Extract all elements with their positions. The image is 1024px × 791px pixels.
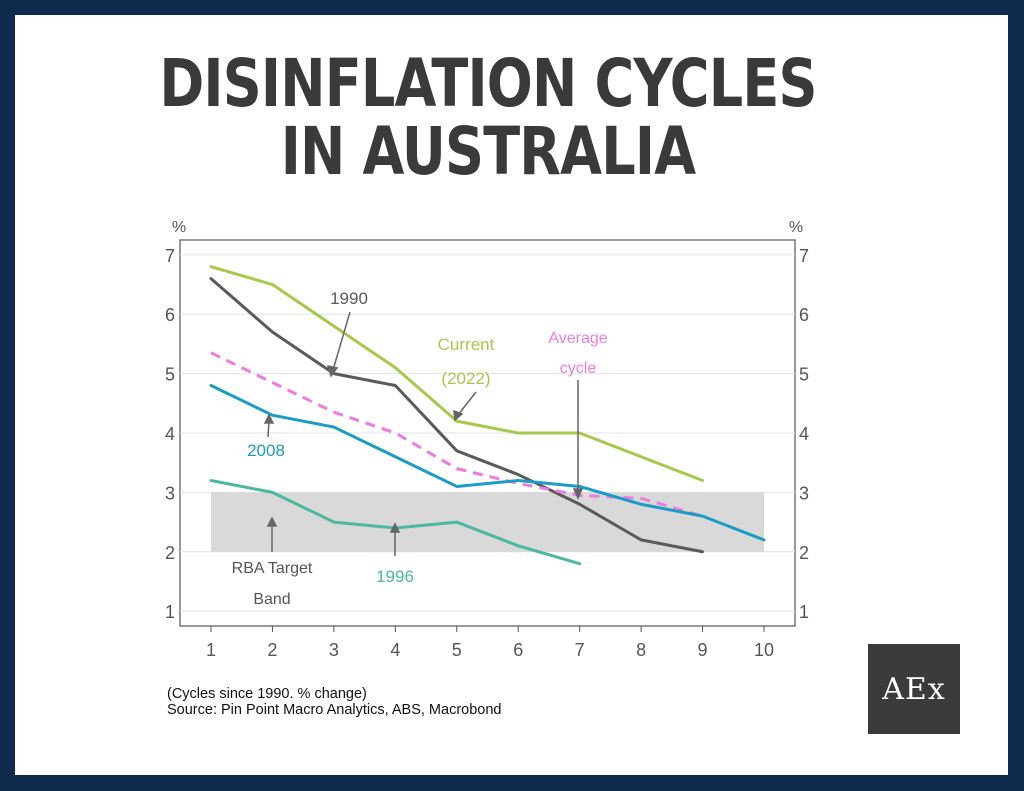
label-band-line2: Band [253, 591, 290, 608]
arrow-1996-head [389, 522, 401, 533]
footnote-source: Source: Pin Point Macro Analytics, ABS, … [167, 702, 502, 718]
arrow-current-head [453, 409, 464, 422]
label-average-line2: cycle [560, 360, 597, 377]
x-tick-9: 9 [698, 640, 708, 660]
arrow-average-head [572, 488, 584, 500]
title-line-1: DISINFLATION CYCLES [159, 45, 817, 122]
label-current-line1: Current [438, 335, 495, 354]
y-unit-right: % [789, 219, 803, 236]
arrow-1990 [332, 311, 351, 371]
series-line-current-2022- [209, 265, 705, 483]
target-band [211, 492, 764, 552]
logo-text: AEx [882, 671, 946, 707]
y-tick-left-7: 7 [165, 246, 175, 266]
footnote-line-1: (Cycles since 1990. % change) [167, 686, 367, 702]
aex-logo: AEx [868, 644, 960, 734]
y-tick-right-6: 6 [799, 305, 809, 325]
y-tick-left-3: 3 [165, 483, 175, 503]
y-tick-right-3: 3 [799, 483, 809, 503]
x-tick-8: 8 [636, 640, 646, 660]
arrow-band-head [266, 516, 278, 527]
target-band-rect [211, 492, 764, 552]
x-tick-10: 10 [754, 640, 774, 660]
axis-ticks: 1 1 2 2 3 3 4 4 5 5 6 6 7 7 1 2 3 4 5 6 7 8 9 10 [165, 246, 809, 660]
label-band-line1: RBA Target [232, 560, 313, 577]
label-average-line1: Average [548, 330, 607, 347]
x-tick-6: 6 [513, 640, 523, 660]
x-tick-7: 7 [575, 640, 585, 660]
label-1996: 1996 [376, 567, 414, 586]
y-unit-left: % [172, 219, 186, 236]
x-tick-1: 1 [206, 640, 216, 660]
y-tick-right-1: 1 [799, 602, 809, 622]
arrow-2008-head [263, 413, 275, 424]
series-lines [209, 265, 766, 566]
arrow-1990-head [326, 364, 339, 378]
y-tick-left-5: 5 [165, 365, 175, 385]
arrow-current [457, 391, 477, 416]
series-line-1990 [209, 277, 705, 554]
y-tick-right-4: 4 [799, 424, 809, 444]
label-1990: 1990 [330, 289, 368, 308]
x-tick-4: 4 [390, 640, 400, 660]
label-current-line2: (2022) [441, 369, 490, 388]
y-tick-right-7: 7 [799, 246, 809, 266]
y-tick-right-2: 2 [799, 543, 809, 563]
y-tick-left-6: 6 [165, 305, 175, 325]
x-tick-5: 5 [452, 640, 462, 660]
y-tick-left-1: 1 [165, 602, 175, 622]
title-line-2: IN AUSTRALIA [280, 113, 696, 190]
y-tick-left-4: 4 [165, 424, 175, 444]
page-title: DISINFLATION CYCLES IN AUSTRALIA [88, 50, 888, 186]
y-tick-left-2: 2 [165, 543, 175, 563]
footnote: (Cycles since 1990. % change) Source: Pi… [167, 686, 501, 718]
series-line-average-cycle [210, 351, 703, 518]
x-tick-3: 3 [329, 640, 339, 660]
annotation-arrows [263, 311, 584, 556]
y-tick-right-5: 5 [799, 365, 809, 385]
label-2008: 2008 [247, 441, 285, 460]
x-tick-2: 2 [267, 640, 277, 660]
series-line-2008 [209, 383, 766, 542]
